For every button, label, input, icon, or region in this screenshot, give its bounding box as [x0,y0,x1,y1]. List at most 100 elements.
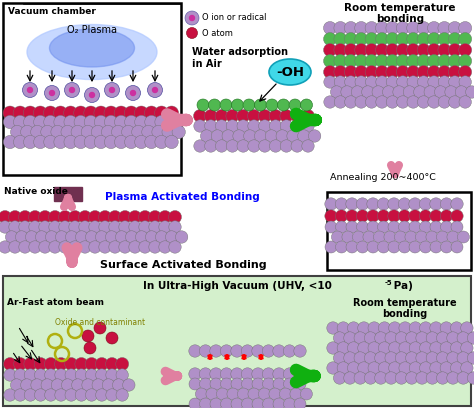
Circle shape [89,221,101,233]
Circle shape [386,44,399,56]
Circle shape [118,211,131,224]
Circle shape [430,241,442,253]
Circle shape [94,322,106,334]
Circle shape [172,125,185,139]
Circle shape [367,198,379,210]
Circle shape [448,44,461,56]
Text: -5: -5 [385,280,392,286]
Circle shape [109,211,121,224]
Text: O ion or radical: O ion or radical [202,13,266,22]
Circle shape [344,22,357,35]
Text: bonding: bonding [383,309,428,319]
Circle shape [19,241,31,253]
Circle shape [73,106,88,120]
Circle shape [104,106,118,120]
Circle shape [168,211,182,224]
Circle shape [467,352,474,364]
Circle shape [419,322,432,334]
Circle shape [81,125,94,139]
Circle shape [85,231,98,243]
Circle shape [158,211,172,224]
Circle shape [365,76,378,88]
Circle shape [279,388,292,400]
Circle shape [44,106,57,120]
Circle shape [354,372,366,384]
Circle shape [440,221,453,233]
Circle shape [437,372,449,384]
Circle shape [205,140,217,152]
Circle shape [169,221,181,233]
Circle shape [355,76,367,88]
Circle shape [55,231,68,243]
Text: O₂ Plasma: O₂ Plasma [67,25,117,35]
Circle shape [354,332,366,344]
Circle shape [23,106,37,120]
Circle shape [252,368,264,380]
Circle shape [298,130,310,142]
Circle shape [165,135,178,149]
Circle shape [3,135,17,149]
Circle shape [291,120,303,132]
Circle shape [252,398,264,408]
Circle shape [325,210,337,222]
Circle shape [450,362,463,374]
Circle shape [49,241,61,253]
Circle shape [31,125,44,139]
Circle shape [409,322,421,334]
Circle shape [337,342,349,354]
Circle shape [104,82,119,98]
Circle shape [375,44,389,56]
Circle shape [233,130,245,142]
Circle shape [323,44,337,56]
Text: In Ultra-High Vacuum (UHV, <10: In Ultra-High Vacuum (UHV, <10 [143,281,331,291]
Circle shape [135,135,148,149]
Text: Room temperature: Room temperature [353,298,457,308]
Circle shape [430,198,442,210]
Circle shape [138,211,152,224]
Circle shape [457,352,469,364]
Circle shape [69,221,81,233]
Circle shape [145,115,158,129]
Circle shape [365,33,378,46]
Circle shape [437,332,449,344]
Circle shape [189,368,201,380]
Circle shape [35,369,47,381]
Circle shape [70,87,74,93]
Circle shape [345,96,357,108]
Circle shape [55,357,67,370]
Circle shape [114,115,128,129]
Circle shape [407,33,419,46]
Circle shape [190,16,194,20]
Circle shape [28,211,42,224]
Circle shape [365,372,377,384]
Circle shape [252,378,264,390]
Circle shape [84,87,100,102]
Circle shape [266,99,278,111]
Circle shape [13,106,27,120]
Circle shape [39,221,51,233]
Circle shape [397,96,409,108]
Circle shape [29,221,41,233]
Text: bonding: bonding [376,14,424,24]
Circle shape [129,241,141,253]
Circle shape [106,332,118,344]
FancyBboxPatch shape [3,276,471,406]
Circle shape [407,22,419,35]
Circle shape [152,125,165,139]
Circle shape [467,332,474,344]
Circle shape [21,379,33,391]
Circle shape [291,140,303,152]
Circle shape [45,86,60,100]
Circle shape [79,221,91,233]
Circle shape [162,125,175,139]
Circle shape [72,379,84,391]
Circle shape [467,372,474,384]
Circle shape [206,388,218,400]
Circle shape [346,241,358,253]
Circle shape [59,221,71,233]
Circle shape [419,210,432,222]
Circle shape [164,106,179,120]
Circle shape [96,389,108,401]
Circle shape [376,96,388,108]
Circle shape [109,87,115,93]
